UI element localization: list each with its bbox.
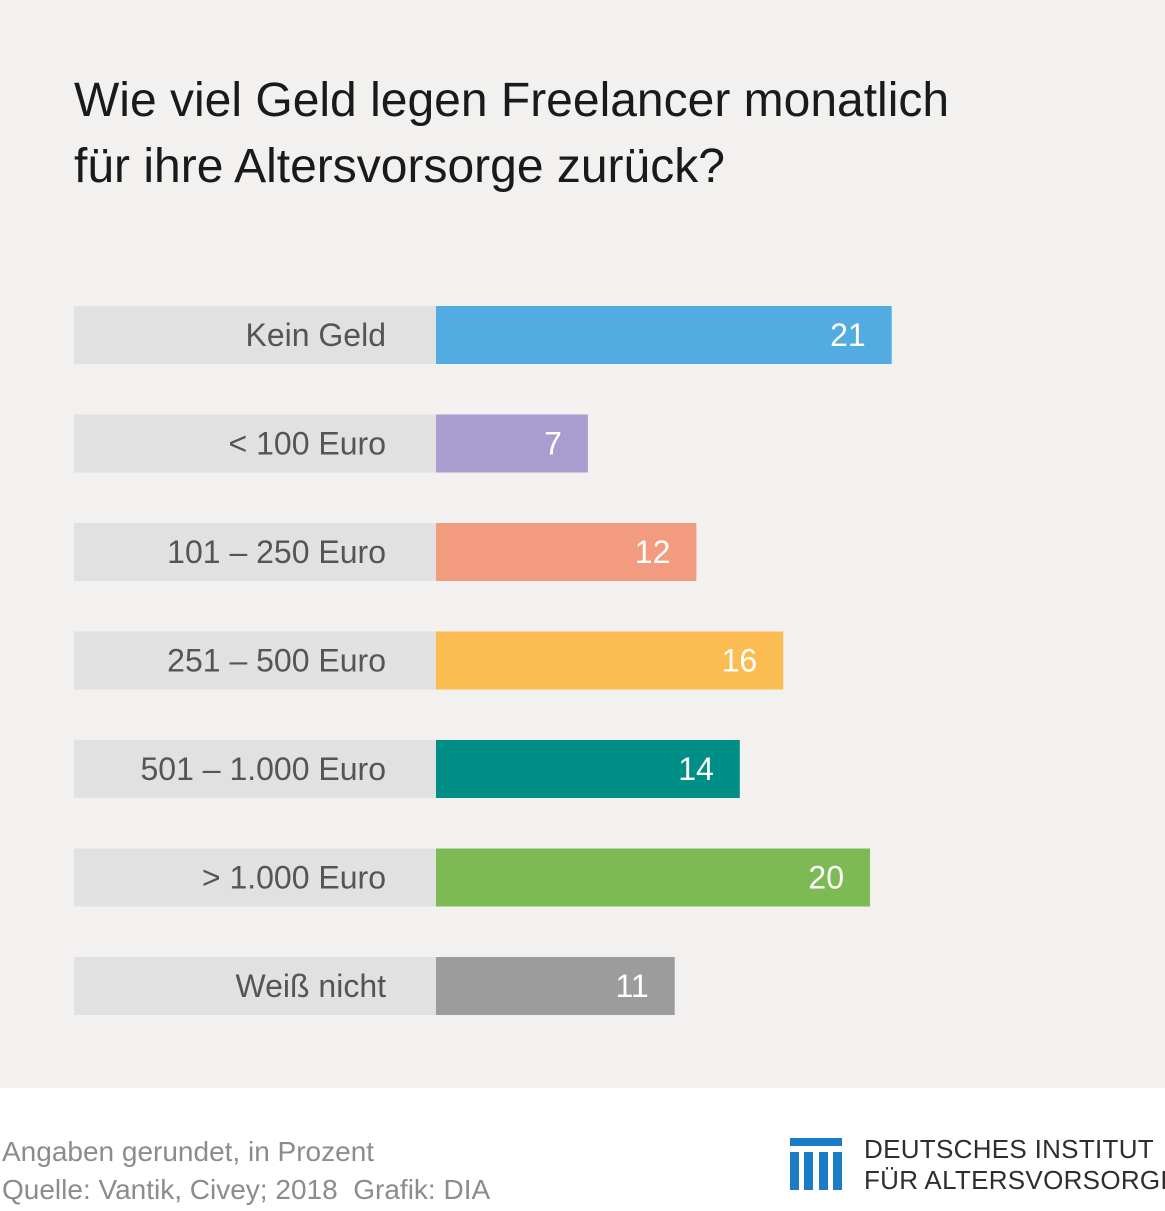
category-label: < 100 Euro xyxy=(229,426,386,462)
bar xyxy=(436,740,740,798)
bar-chart: Kein Geld 21 < 100 Euro 7 101 – 250 Euro 12 25… xyxy=(74,306,892,1015)
bar xyxy=(436,631,784,690)
chart-title: Wie viel Geld legen Freelancer monatlich… xyxy=(74,68,949,200)
logo-text: DEUTSCHES INSTITUT FÜR ALTERSVORSORGE xyxy=(864,1134,1165,1196)
category-label: Kein Geld xyxy=(245,317,386,353)
category-label-background xyxy=(74,523,436,581)
footer-source: Quelle: Vantik, Civey; 2018 xyxy=(2,1174,338,1205)
category-label: 101 – 250 Euro xyxy=(167,534,386,570)
category-label: 501 – 1.000 Euro xyxy=(140,751,386,787)
chart-title-line-2: für ihre Altersvorsorge zurück? xyxy=(74,140,725,193)
bar-value-label: 20 xyxy=(808,860,844,896)
category-label: 251 – 500 Euro xyxy=(167,643,386,679)
bar-value-label: 14 xyxy=(678,751,714,787)
bar xyxy=(436,957,675,1015)
bar xyxy=(436,414,588,473)
category-label: > 1.000 Euro xyxy=(202,860,386,896)
footer-graphic: Grafik: DIA xyxy=(353,1174,491,1205)
bar xyxy=(436,848,870,907)
category-label-background xyxy=(74,740,436,798)
bar xyxy=(436,523,697,581)
bar-value-label: 21 xyxy=(830,317,866,353)
category-label-background xyxy=(74,848,436,907)
bar xyxy=(436,306,892,364)
category-label-background xyxy=(74,957,436,1015)
category-label-background xyxy=(74,306,436,364)
bar-value-label: 11 xyxy=(615,968,648,1004)
bar-value-label: 16 xyxy=(722,643,758,679)
logo-text-line-1: DEUTSCHES INSTITUT xyxy=(864,1134,1154,1164)
columns-logo-icon xyxy=(790,1138,842,1190)
bar-value-label: 7 xyxy=(544,426,562,462)
dia-logo: DEUTSCHES INSTITUT FÜR ALTERSVORSORGE xyxy=(790,1134,1165,1195)
chart-title-line-1: Wie viel Geld legen Freelancer monatlich xyxy=(74,74,950,127)
footer-source-line: Quelle: Vantik, Civey; 2018 Grafik: DIA xyxy=(2,1171,490,1209)
category-label-background xyxy=(74,414,436,473)
logo-text-line-2: FÜR ALTERSVORSORGE xyxy=(864,1165,1165,1195)
footer-rounding-note: Angaben gerundet, in Prozent xyxy=(2,1136,375,1167)
footer-note: Angaben gerundet, in Prozent Quelle: Van… xyxy=(2,1133,490,1209)
bar-value-label: 12 xyxy=(635,534,671,570)
category-label: Weiß nicht xyxy=(235,968,386,1004)
category-label-background xyxy=(74,631,436,690)
